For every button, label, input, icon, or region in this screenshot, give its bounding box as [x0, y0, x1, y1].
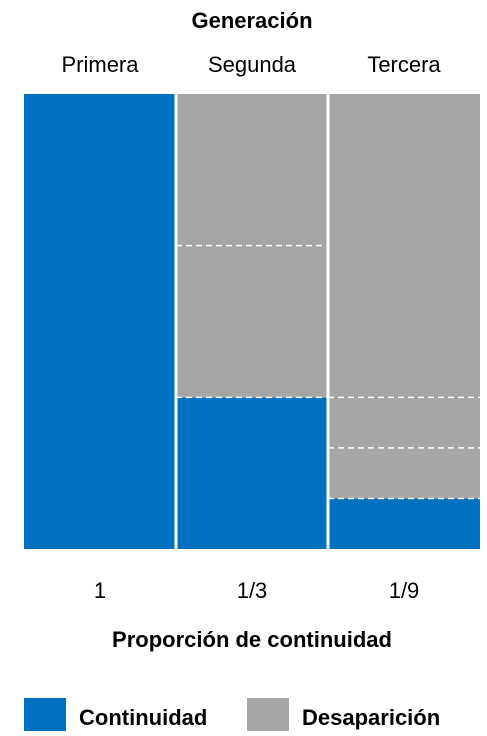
- bar-continuidad-primera: [24, 94, 176, 549]
- value-label-tercera: 1/9: [389, 578, 420, 603]
- bar-continuidad-tercera: [328, 498, 480, 549]
- value-label-segunda: 1/3: [237, 578, 268, 603]
- legend-swatch-continuidad: [24, 698, 66, 735]
- legend: Continuidad Desaparición: [24, 698, 440, 735]
- bar-desaparicion-tercera: [328, 94, 480, 499]
- value-label-primera: 1: [94, 578, 106, 603]
- bar-continuidad-segunda: [176, 397, 328, 549]
- value-labels: 1 1/3 1/9: [94, 578, 419, 603]
- category-labels: Primera Segunda Tercera: [61, 52, 441, 77]
- legend-label-continuidad: Continuidad: [79, 705, 207, 730]
- category-label-segunda: Segunda: [208, 52, 297, 77]
- category-label-primera: Primera: [61, 52, 139, 77]
- plot-area: [24, 94, 480, 549]
- chart-title: Generación: [191, 8, 312, 33]
- legend-swatch-desaparicin: [247, 698, 289, 735]
- category-label-tercera: Tercera: [367, 52, 441, 77]
- x-axis-label: Proporción de continuidad: [112, 627, 392, 652]
- legend-label-desaparicin: Desaparición: [302, 705, 440, 730]
